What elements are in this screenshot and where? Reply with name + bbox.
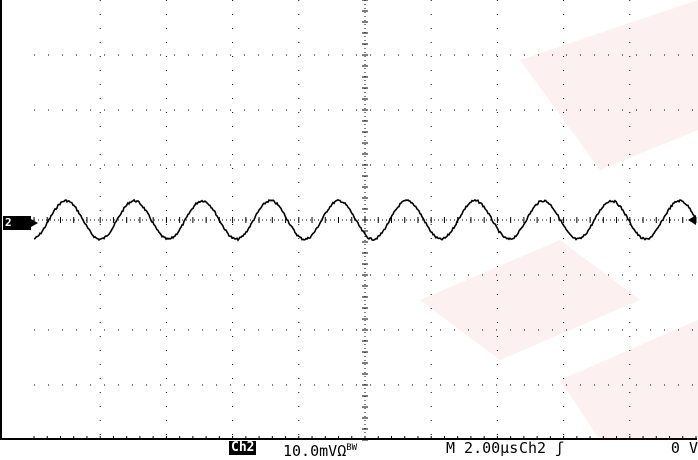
watermark [420,0,698,440]
waveform-trace [33,198,697,242]
channel-2-ground-marker[interactable]: 2 [3,216,38,230]
trigger-slope-icon: ʃ [555,439,565,457]
status-volts-per-div[interactable]: 10.0mVΩBW [283,440,357,459]
volts-per-div-value: 10.0mV [283,442,338,460]
status-trigger-level[interactable]: 0 V [670,439,698,457]
status-channel-badge[interactable]: Ch2 [229,440,257,455]
graticule-frame [0,0,697,440]
graticule-ticks [33,0,697,441]
status-bar: Ch2 10.0mVΩBW M 2.00µs Ch2 ʃ 0 V [0,439,698,459]
channel-marker-label: 2 [5,216,12,229]
trigger-level-marker[interactable] [688,215,696,225]
bandwidth-limit-icon: BW [346,443,358,453]
coupling-icon: Ω [337,442,347,460]
status-trigger[interactable]: Ch2 ʃ [519,440,564,456]
trigger-source: Ch2 [519,439,547,457]
status-timebase[interactable]: M 2.00µs [446,439,519,457]
